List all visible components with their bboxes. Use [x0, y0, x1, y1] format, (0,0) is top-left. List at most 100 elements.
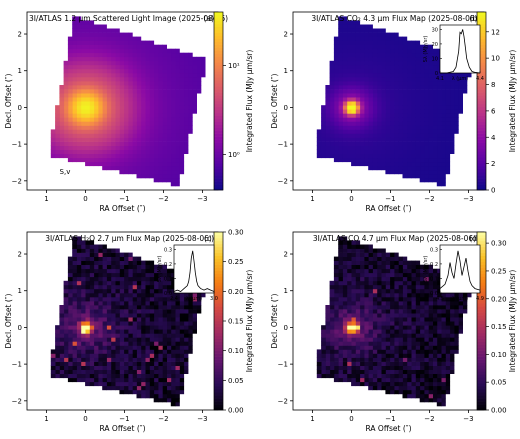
- heatmap-cell: [419, 165, 425, 171]
- heatmap-cell: [419, 268, 425, 274]
- heatmap-cell: [402, 40, 408, 45]
- heatmap-cell: [381, 325, 386, 330]
- heatmap-cell: [424, 321, 429, 326]
- heatmap-cell: [80, 329, 86, 334]
- heatmap-cell: [97, 337, 103, 342]
- heatmap-cell: [449, 133, 455, 138]
- heatmap-cell: [359, 149, 365, 154]
- heatmap-cell: [458, 297, 463, 302]
- heatmap-cell: [376, 369, 382, 374]
- heatmap-cell: [188, 105, 193, 110]
- heatmap-cell: [123, 325, 129, 330]
- heatmap-cell: [338, 288, 343, 294]
- heatmap-cell: [333, 284, 339, 290]
- colorbar-segment: [477, 341, 486, 346]
- heatmap-cell: [76, 129, 82, 134]
- heatmap-cell: [381, 305, 386, 310]
- heatmap-cell: [381, 341, 386, 346]
- heatmap-cell: [119, 353, 125, 358]
- heatmap-cell: [325, 345, 331, 350]
- heatmap-cell: [158, 385, 163, 391]
- heatmap-cell: [342, 248, 348, 253]
- heatmap-cell: [419, 60, 425, 66]
- heatmap-cell: [394, 333, 399, 338]
- heatmap-cell: [436, 272, 442, 278]
- heatmap-cell: [346, 149, 352, 154]
- heatmap-cell: [338, 48, 343, 54]
- heatmap-cell: [170, 113, 176, 118]
- heatmap-cell: [432, 397, 438, 403]
- colorbar-segment: [214, 273, 223, 277]
- heatmap-cell: [85, 365, 90, 370]
- heatmap-cell: [355, 256, 361, 261]
- heatmap-cell: [462, 292, 468, 298]
- heatmap-cell: [406, 321, 412, 326]
- heatmap-cell: [402, 297, 408, 302]
- heatmap-cell: [376, 113, 382, 118]
- heatmap-cell: [359, 369, 365, 374]
- heatmap-cell: [136, 284, 142, 290]
- heatmap-cell: [72, 301, 77, 306]
- heatmap-cell: [140, 113, 146, 118]
- heatmap-cell: [385, 109, 391, 114]
- heatmap-cell: [363, 317, 369, 322]
- colorbar-segment: [214, 50, 223, 54]
- heatmap-cell: [162, 373, 167, 379]
- heatmap-cell: [428, 169, 433, 175]
- heatmap-cell: [342, 272, 348, 278]
- heatmap-cell: [179, 349, 185, 354]
- heatmap-cell: [63, 109, 69, 114]
- heatmap-cell: [381, 157, 386, 163]
- heatmap-cell: [454, 337, 459, 342]
- heatmap-cell: [175, 345, 180, 350]
- colorbar-segment: [477, 121, 486, 126]
- heatmap-cell: [97, 297, 103, 302]
- heatmap-cell: [196, 68, 202, 74]
- heatmap-cell: [153, 381, 159, 387]
- heatmap-cell: [428, 337, 433, 342]
- heatmap-cell: [389, 321, 395, 326]
- heatmap-cell: [162, 329, 167, 334]
- heatmap-cell: [419, 56, 425, 62]
- heatmap-cell: [351, 85, 356, 90]
- heatmap-cell: [385, 32, 391, 37]
- heatmap-cell: [402, 72, 408, 78]
- heatmap-cell: [385, 357, 391, 362]
- heatmap-cell: [338, 24, 343, 29]
- heatmap-cell: [162, 369, 167, 374]
- heatmap-cell: [175, 141, 180, 146]
- heatmap-cell: [449, 301, 455, 306]
- heatmap-cell: [368, 260, 373, 265]
- heatmap-cell: [128, 385, 133, 391]
- heatmap-cell: [415, 297, 421, 302]
- colorbar-segment: [477, 103, 486, 108]
- heatmap-cell: [385, 72, 391, 78]
- colorbar-segment: [477, 17, 486, 22]
- heatmap-cell: [158, 345, 163, 350]
- heatmap-cell: [441, 165, 446, 171]
- colorbar-segment: [477, 276, 486, 280]
- heatmap-cell: [458, 89, 463, 94]
- colorbar-tick-label: 0.20: [491, 295, 507, 303]
- heatmap-cell: [128, 357, 133, 362]
- heatmap-cell: [166, 52, 172, 58]
- colorbar-segment: [214, 56, 223, 60]
- heatmap-cell: [80, 28, 86, 33]
- heatmap-cell: [76, 353, 82, 358]
- heatmap-cell: [424, 349, 429, 354]
- colorbar-segment: [214, 371, 223, 375]
- heatmap-cell: [338, 36, 343, 41]
- heatmap-cell: [355, 268, 361, 274]
- heatmap-cell: [119, 60, 125, 66]
- heatmap-cell: [432, 157, 438, 163]
- heatmap-cell: [123, 276, 129, 282]
- heatmap-cell: [76, 68, 82, 74]
- heatmap-cell: [102, 48, 107, 54]
- heatmap-cell: [128, 369, 133, 374]
- heatmap-cell: [346, 60, 352, 66]
- heatmap-cell: [192, 101, 197, 106]
- heatmap-cell: [80, 333, 86, 338]
- heatmap-cell: [55, 353, 60, 358]
- heatmap-cell: [119, 288, 125, 294]
- heatmap-cell: [428, 325, 433, 330]
